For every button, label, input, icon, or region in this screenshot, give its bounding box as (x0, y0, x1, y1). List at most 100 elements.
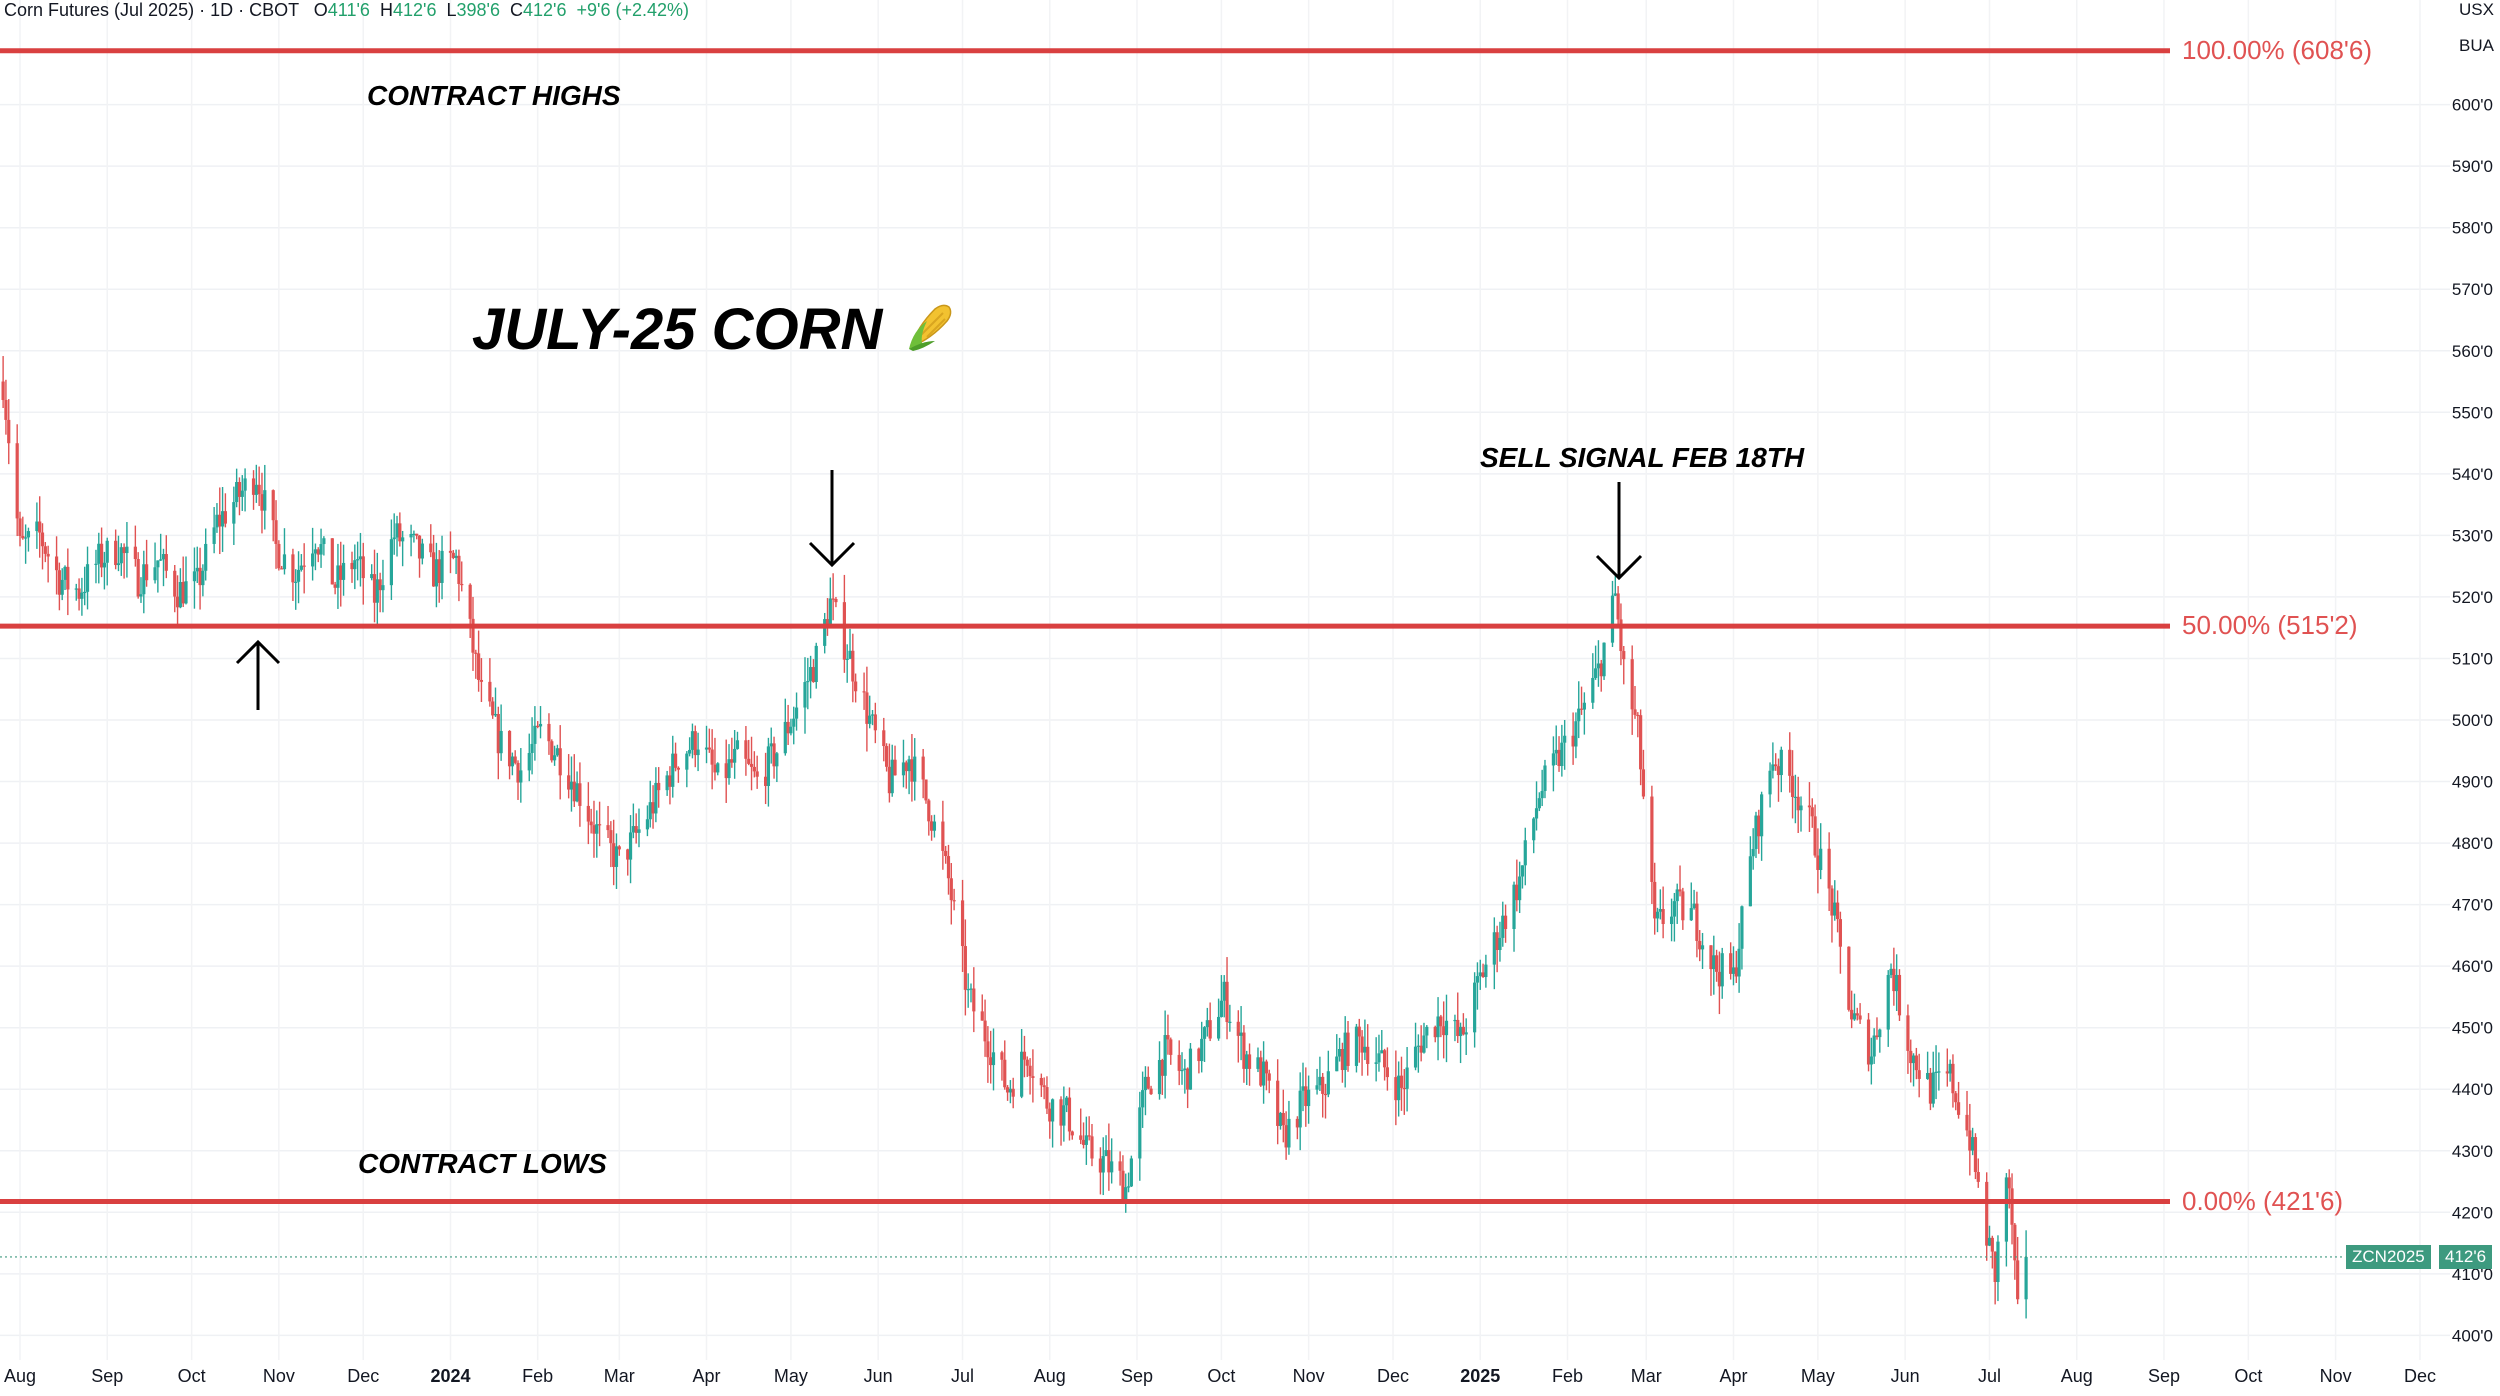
candle-body (766, 746, 771, 786)
candle-body (1692, 903, 1696, 909)
candle-body (116, 563, 121, 566)
candle-body (710, 749, 714, 765)
candle-body (4, 399, 8, 420)
candle-body (733, 748, 737, 763)
candle-body (254, 484, 258, 495)
candle-body (868, 715, 872, 724)
candle-body (966, 989, 970, 991)
candle-body (930, 821, 934, 831)
candle-body (1954, 1093, 1958, 1103)
x-tick-label: Dec (347, 1366, 379, 1386)
candle-body (595, 824, 599, 834)
candle-body (907, 759, 911, 772)
candle-body (1537, 798, 1541, 809)
candle-body (1554, 749, 1558, 754)
candle-body (1523, 840, 1527, 866)
candle-body (1242, 1032, 1246, 1069)
candle-body (356, 559, 360, 561)
candle-body (1866, 1019, 1871, 1065)
candle-body (1914, 1055, 1918, 1071)
candle-body (1219, 1000, 1224, 1017)
contract-highs-label: CONTRACT HIGHS (367, 80, 621, 111)
candle-body (417, 535, 422, 559)
candle-body (1650, 796, 1654, 882)
candle-body (1835, 902, 1840, 920)
candle-body (291, 554, 295, 583)
candle-body (1501, 915, 1505, 938)
candle-body (415, 533, 419, 536)
candle-body (460, 583, 464, 586)
candle-body (1748, 856, 1752, 907)
candle-body (1520, 865, 1525, 877)
candle-body (1717, 971, 1722, 987)
candle-body (74, 588, 78, 590)
candle-body (1889, 968, 1893, 975)
candle-body (1492, 932, 1496, 965)
chart-title: JULY-25 CORN (472, 296, 955, 363)
candle-body (1084, 1135, 1088, 1145)
y-tick-label: 600'0 (2452, 96, 2493, 115)
candle-body (944, 850, 948, 857)
candle-body (1760, 794, 1764, 837)
candle-body (77, 588, 81, 599)
candle-body (471, 618, 475, 653)
candle-body (164, 554, 168, 571)
candle-body (1022, 1051, 1027, 1060)
candle-body (440, 550, 444, 583)
candle-body (1045, 1087, 1049, 1109)
candle-body (1143, 1076, 1148, 1091)
y-tick-label: 420'0 (2452, 1203, 2493, 1222)
candle-body (311, 553, 315, 567)
candle-body (1186, 1068, 1190, 1090)
candle-body (353, 560, 357, 570)
x-tick-label: Sep (91, 1366, 123, 1386)
candle-body (1892, 968, 1896, 992)
candle-body (434, 559, 439, 587)
candle-body (420, 543, 424, 559)
candle-body (530, 743, 534, 754)
fib-retracement[interactable] (0, 48, 2345, 1258)
candle-body (963, 946, 967, 990)
y-tick-label: 440'0 (2452, 1080, 2493, 1099)
up-arrow-head (235, 639, 281, 665)
candle-body (1771, 764, 1775, 771)
candle-body (223, 511, 227, 524)
candle-body (322, 538, 326, 545)
y-tick-label: 510'0 (2452, 649, 2493, 668)
candle-body (1906, 1015, 1910, 1051)
candle-body (1484, 964, 1488, 978)
candle-body (969, 988, 973, 990)
candle-body (612, 843, 616, 867)
candle-body (1695, 903, 1699, 941)
candle-body (862, 691, 866, 693)
candle-body (1067, 1097, 1072, 1132)
candle-body (1653, 881, 1657, 919)
candle-body (375, 579, 379, 603)
candle-body (654, 782, 658, 814)
candle-body (1216, 1016, 1221, 1039)
candle-body (1830, 888, 1834, 916)
candle-body (1813, 816, 1817, 856)
candle-body (1633, 709, 1637, 715)
currency-unit: USX (2459, 0, 2494, 19)
candle-body (429, 543, 433, 553)
candle-body (1025, 1059, 1029, 1066)
candle-body (507, 730, 512, 767)
candle-body (1360, 1036, 1364, 1053)
candle-body (1326, 1071, 1330, 1095)
candle-body (1318, 1076, 1322, 1086)
candle-body (493, 713, 498, 716)
candle-body (986, 1041, 990, 1058)
down-arrow-head-may (808, 541, 856, 568)
candle-body (1197, 1048, 1201, 1062)
candle-body (1512, 884, 1516, 930)
y-tick-label: 410'0 (2452, 1265, 2493, 1284)
candle-body (1031, 1076, 1035, 1078)
candle-body (1996, 1241, 2000, 1283)
candle-body (474, 652, 478, 654)
candle-body (212, 527, 216, 544)
high-label: H (379, 0, 393, 20)
candle-body (1810, 807, 1814, 817)
